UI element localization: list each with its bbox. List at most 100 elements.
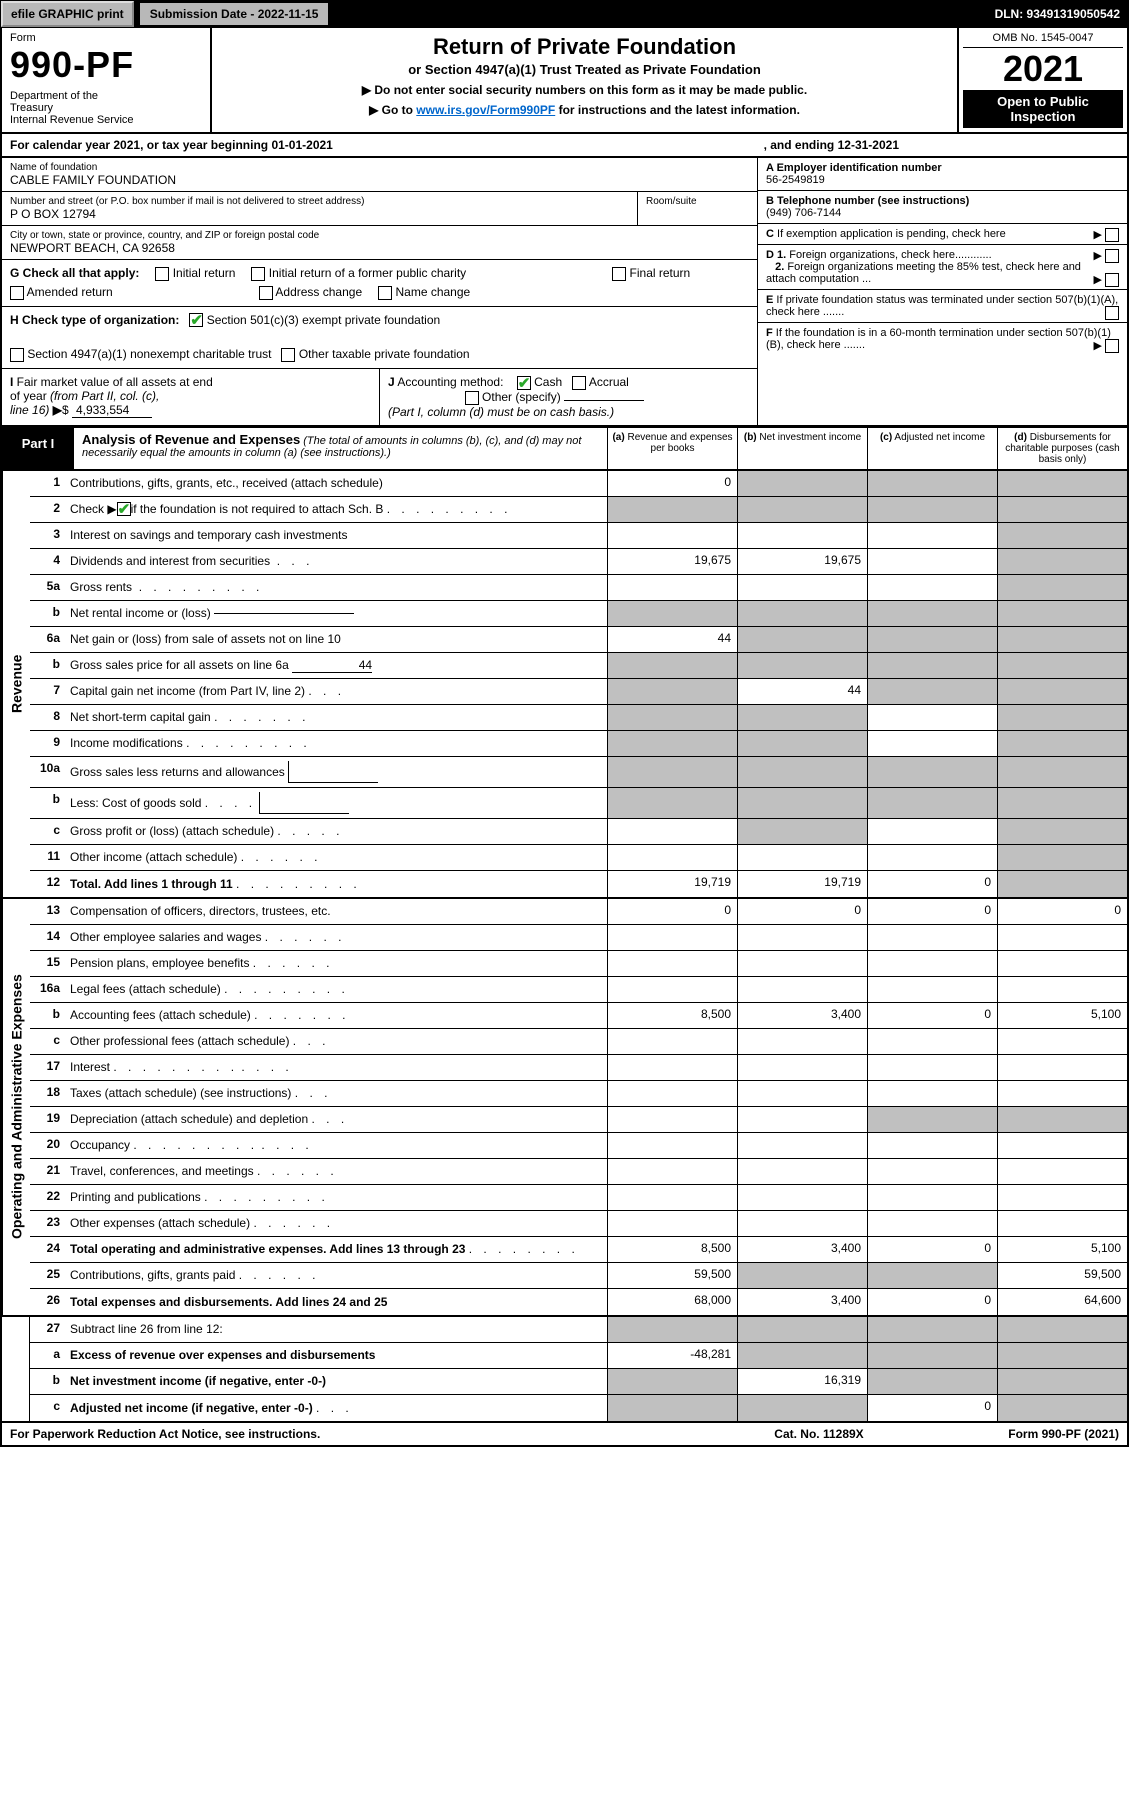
row-5a: Gross rents . . . . . . . . . (66, 575, 607, 600)
row-11: Other income (attach schedule) . . . . .… (66, 845, 607, 870)
dept-label: Department of theTreasuryInternal Revenu… (10, 90, 202, 126)
row-20: Occupancy . . . . . . . . . . . . . (66, 1133, 607, 1158)
chk-address-change[interactable] (259, 286, 273, 300)
col-d-head: (d) Disbursements for charitable purpose… (997, 428, 1127, 469)
topbar-left: efile GRAPHIC print Submission Date - 20… (1, 1, 328, 27)
row-5b: Net rental income or (loss) (66, 601, 607, 626)
row-2: Check ▶ if the foundation is not require… (66, 497, 607, 522)
subtract-table: 27Subtract line 26 from line 12: aExcess… (0, 1317, 1129, 1423)
row-24: Total operating and administrative expen… (66, 1237, 607, 1262)
section-d: D 1. Foreign organizations, check here..… (758, 245, 1127, 290)
row-1: Contributions, gifts, grants, etc., rece… (66, 471, 607, 496)
chk-amended-return[interactable] (10, 286, 24, 300)
year-begin: 01-01-2021 (271, 138, 332, 152)
row-13: Compensation of officers, directors, tru… (66, 899, 607, 924)
revenue-side-label: Revenue (2, 471, 30, 897)
col-c-head: (c) Adjusted net income (867, 428, 997, 469)
form-word: Form (10, 32, 202, 44)
row-6a: Net gain or (loss) from sale of assets n… (66, 627, 607, 652)
row-15: Pension plans, employee benefits . . . .… (66, 951, 607, 976)
ein-value: 56-2549819 (766, 174, 825, 186)
chk-4947a1[interactable] (10, 348, 24, 362)
page-footer: For Paperwork Reduction Act Notice, see … (0, 1423, 1129, 1447)
efile-print-button[interactable]: efile GRAPHIC print (1, 1, 134, 27)
chk-terminated-a[interactable] (1105, 306, 1119, 320)
row-27a: Excess of revenue over expenses and disb… (66, 1343, 607, 1368)
row-10a: Gross sales less returns and allowances (66, 757, 607, 787)
phone-cell: B Telephone number (see instructions) (9… (758, 191, 1127, 224)
section-i: I Fair market value of all assets at end… (2, 369, 380, 425)
chk-final-return[interactable] (612, 267, 626, 281)
row-25: Contributions, gifts, grants paid . . . … (66, 1263, 607, 1288)
part1-header: Part I Analysis of Revenue and Expenses … (0, 427, 1129, 471)
part1-label: Part I (2, 428, 74, 469)
header-mid: Return of Private Foundation or Section … (212, 28, 957, 132)
section-c: C C If exemption application is pending,… (758, 224, 1127, 245)
chk-foreign-85[interactable] (1105, 273, 1119, 287)
city-state-zip: NEWPORT BEACH, CA 92658 (10, 241, 749, 255)
part1-desc: Analysis of Revenue and Expenses (The to… (74, 428, 607, 469)
row-27: Subtract line 26 from line 12: (66, 1317, 607, 1342)
address-cell: Number and street (or P.O. box number if… (2, 192, 637, 225)
row-14: Other employee salaries and wages . . . … (66, 925, 607, 950)
header-left: Form 990-PF Department of theTreasuryInt… (2, 28, 212, 132)
chk-initial-return[interactable] (155, 267, 169, 281)
form-note-2: ▶ Go to www.irs.gov/Form990PF for instru… (224, 103, 945, 117)
expenses-table: Operating and Administrative Expenses 13… (0, 899, 1129, 1317)
row-16c: Other professional fees (attach schedule… (66, 1029, 607, 1054)
chk-foreign-org[interactable] (1105, 249, 1119, 263)
footer-left: For Paperwork Reduction Act Notice, see … (10, 1427, 719, 1441)
topbar: efile GRAPHIC print Submission Date - 20… (0, 0, 1129, 28)
calendar-year-row: For calendar year 2021, or tax year begi… (0, 134, 1129, 158)
row-7: Capital gain net income (from Part IV, l… (66, 679, 607, 704)
room-cell: Room/suite (637, 192, 757, 225)
footer-formno: Form 990-PF (2021) (919, 1427, 1119, 1441)
section-f: F If the foundation is in a 60-month ter… (758, 323, 1127, 355)
submission-date: Submission Date - 2022-11-15 (140, 3, 329, 25)
form-note-1: ▶ Do not enter social security numbers o… (224, 83, 945, 97)
row-18: Taxes (attach schedule) (see instruction… (66, 1081, 607, 1106)
section-j: J Accounting method: Cash Accrual Other … (380, 369, 757, 425)
row-23: Other expenses (attach schedule) . . . .… (66, 1211, 607, 1236)
chk-other-taxable[interactable] (281, 348, 295, 362)
row-16a: Legal fees (attach schedule) . . . . . .… (66, 977, 607, 1002)
row-8: Net short-term capital gain . . . . . . … (66, 705, 607, 730)
row-10b: Less: Cost of goods sold . . . . (66, 788, 607, 818)
chk-initial-former[interactable] (251, 267, 265, 281)
row-21: Travel, conferences, and meetings . . . … (66, 1159, 607, 1184)
chk-terminated-b[interactable] (1105, 339, 1119, 353)
chk-name-change[interactable] (378, 286, 392, 300)
revenue-table: Revenue 1Contributions, gifts, grants, e… (0, 471, 1129, 899)
phone-value: (949) 706-7144 (766, 207, 841, 219)
footer-catno: Cat. No. 11289X (719, 1427, 919, 1441)
ein-cell: A Employer identification number 56-2549… (758, 158, 1127, 191)
row-17: Interest . . . . . . . . . . . . . (66, 1055, 607, 1080)
chk-cash[interactable] (517, 376, 531, 390)
row-9: Income modifications . . . . . . . . . (66, 731, 607, 756)
chk-other-method[interactable] (465, 391, 479, 405)
row-22: Printing and publications . . . . . . . … (66, 1185, 607, 1210)
street-address: P O BOX 12794 (10, 207, 629, 221)
chk-exemption-pending[interactable] (1105, 228, 1119, 242)
form990pf-link[interactable]: www.irs.gov/Form990PF (416, 103, 555, 117)
open-public-badge: Open to Public Inspection (963, 90, 1123, 128)
section-h: H Check type of organization: Section 50… (2, 307, 757, 370)
row-10c: Gross profit or (loss) (attach schedule)… (66, 819, 607, 844)
info-grid: Name of foundation CABLE FAMILY FOUNDATI… (0, 158, 1129, 427)
chk-accrual[interactable] (572, 376, 586, 390)
form-number: 990-PF (10, 44, 202, 86)
row-27c: Adjusted net income (if negative, enter … (66, 1395, 607, 1421)
row-3: Interest on savings and temporary cash i… (66, 523, 607, 548)
foundation-name: CABLE FAMILY FOUNDATION (10, 173, 749, 187)
chk-501c3[interactable] (189, 313, 203, 327)
omb-number: OMB No. 1545-0047 (963, 32, 1123, 48)
foundation-name-cell: Name of foundation CABLE FAMILY FOUNDATI… (2, 158, 757, 192)
form-title: Return of Private Foundation (224, 34, 945, 60)
form-header: Form 990-PF Department of theTreasuryInt… (0, 28, 1129, 134)
chk-sch-b[interactable] (117, 502, 131, 516)
row-4: Dividends and interest from securities .… (66, 549, 607, 574)
form-subtitle: or Section 4947(a)(1) Trust Treated as P… (224, 62, 945, 77)
col-a-head: (a) Revenue and expenses per books (607, 428, 737, 469)
city-cell: City or town, state or province, country… (2, 226, 757, 260)
header-right: OMB No. 1545-0047 2021 Open to Public In… (957, 28, 1127, 132)
